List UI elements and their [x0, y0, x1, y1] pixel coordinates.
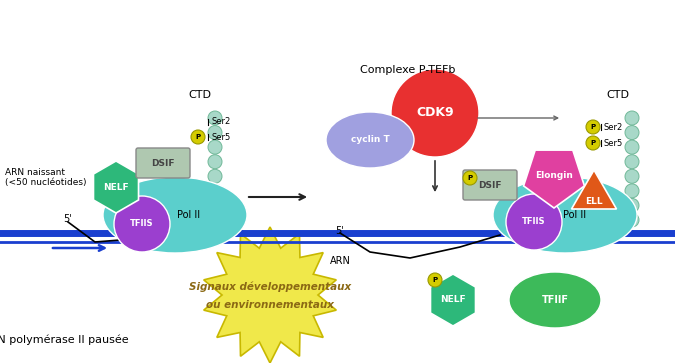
Text: Pol II: Pol II [564, 210, 587, 220]
Text: ARN naissant
(<50 nucléotides): ARN naissant (<50 nucléotides) [5, 168, 86, 187]
Circle shape [625, 140, 639, 154]
Circle shape [625, 184, 639, 198]
Polygon shape [204, 227, 336, 363]
Circle shape [586, 120, 600, 134]
Ellipse shape [493, 177, 637, 253]
Text: Ser2: Ser2 [212, 118, 232, 126]
Text: P: P [591, 140, 595, 146]
Text: ARN polymérase II pausée: ARN polymérase II pausée [0, 335, 128, 345]
Text: NELF: NELF [103, 183, 129, 192]
Text: P: P [467, 175, 472, 181]
Circle shape [625, 213, 639, 227]
Circle shape [463, 171, 477, 185]
FancyBboxPatch shape [136, 148, 190, 178]
Circle shape [208, 111, 222, 125]
Text: DSIF: DSIF [151, 159, 175, 167]
Text: NELF: NELF [440, 295, 466, 305]
Text: 5': 5' [63, 214, 72, 224]
Ellipse shape [506, 194, 562, 250]
Circle shape [625, 199, 639, 212]
Circle shape [625, 111, 639, 125]
Circle shape [625, 169, 639, 183]
Text: Signaux développementaux: Signaux développementaux [189, 282, 351, 292]
Circle shape [625, 155, 639, 169]
Circle shape [208, 199, 222, 212]
Text: P: P [433, 277, 437, 283]
Circle shape [208, 155, 222, 169]
Circle shape [208, 140, 222, 154]
Polygon shape [572, 170, 616, 209]
Text: CTD: CTD [188, 90, 211, 100]
Text: Elongin: Elongin [535, 171, 573, 180]
Circle shape [208, 169, 222, 183]
Text: ou environnementaux: ou environnementaux [206, 300, 334, 310]
Ellipse shape [509, 272, 601, 328]
Text: P: P [591, 124, 595, 130]
Text: DSIF: DSIF [479, 180, 502, 189]
Text: CDK9: CDK9 [416, 106, 454, 119]
Text: P: P [196, 134, 200, 140]
Text: TFIIF: TFIIF [541, 295, 568, 305]
Text: CTD: CTD [607, 90, 630, 100]
Text: Ser5: Ser5 [603, 139, 622, 147]
Circle shape [191, 130, 205, 144]
Polygon shape [93, 161, 138, 213]
Circle shape [208, 126, 222, 139]
Circle shape [208, 213, 222, 227]
Ellipse shape [114, 196, 170, 252]
FancyBboxPatch shape [463, 170, 517, 200]
Circle shape [625, 126, 639, 139]
Ellipse shape [326, 112, 414, 168]
Circle shape [428, 273, 442, 287]
Text: 5': 5' [335, 226, 344, 236]
Text: Ser2: Ser2 [603, 122, 622, 131]
Ellipse shape [391, 69, 479, 157]
Text: Pol II: Pol II [178, 210, 200, 220]
Polygon shape [431, 274, 475, 326]
Circle shape [208, 184, 222, 198]
Text: Ser5: Ser5 [212, 132, 232, 142]
Text: ARN: ARN [329, 256, 350, 266]
Text: TFIIS: TFIIS [522, 217, 546, 227]
Polygon shape [524, 150, 585, 208]
Circle shape [586, 136, 600, 150]
Text: cyclin T: cyclin T [350, 135, 389, 144]
Ellipse shape [103, 177, 247, 253]
Text: TFIIS: TFIIS [130, 220, 154, 228]
Text: ELL: ELL [585, 197, 603, 207]
Text: Complexe P-TEFb: Complexe P-TEFb [360, 65, 456, 75]
